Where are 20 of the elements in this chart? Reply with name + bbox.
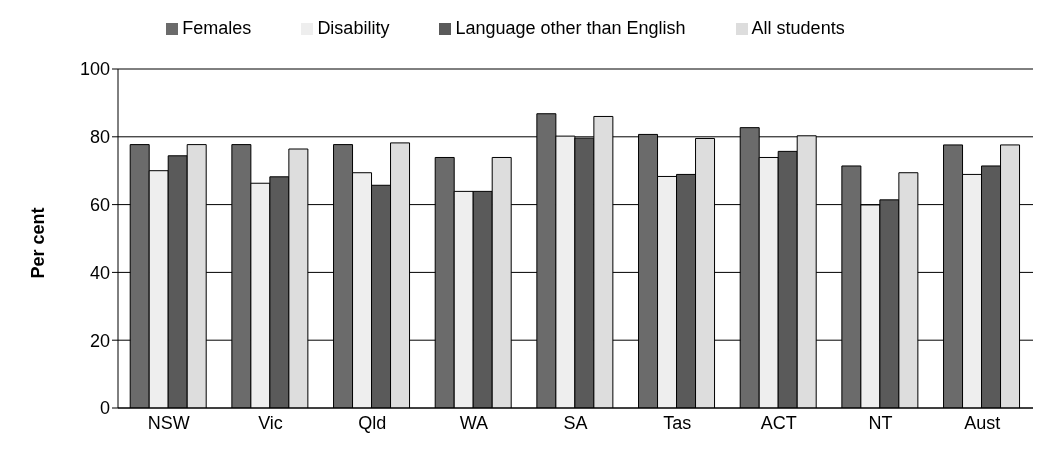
- x-tick-label: NT: [868, 412, 893, 433]
- x-tick-label: SA: [563, 412, 588, 433]
- y-axis-title: Per cent: [28, 207, 49, 279]
- y-tick-label: 20: [89, 330, 110, 351]
- legend-label: Disability: [317, 18, 390, 38]
- x-tick-label: Aust: [964, 412, 1001, 433]
- x-tick-label: Vic: [258, 412, 283, 433]
- legend-label: Females: [182, 18, 252, 38]
- x-tick-label: NSW: [147, 412, 190, 433]
- y-tick-label: 40: [89, 262, 110, 283]
- legend-label: Language other than English: [455, 18, 686, 38]
- x-tick-label: WA: [459, 412, 488, 433]
- y-tick-label: 0: [99, 398, 110, 419]
- x-tick-label: Tas: [663, 412, 692, 433]
- x-tick-label: ACT: [760, 412, 797, 433]
- y-tick-label: 60: [89, 194, 110, 215]
- x-tick-label: Qld: [358, 412, 387, 433]
- legend-label: All students: [751, 18, 845, 38]
- y-tick-label: 80: [89, 127, 110, 148]
- y-tick-label: 100: [79, 59, 110, 80]
